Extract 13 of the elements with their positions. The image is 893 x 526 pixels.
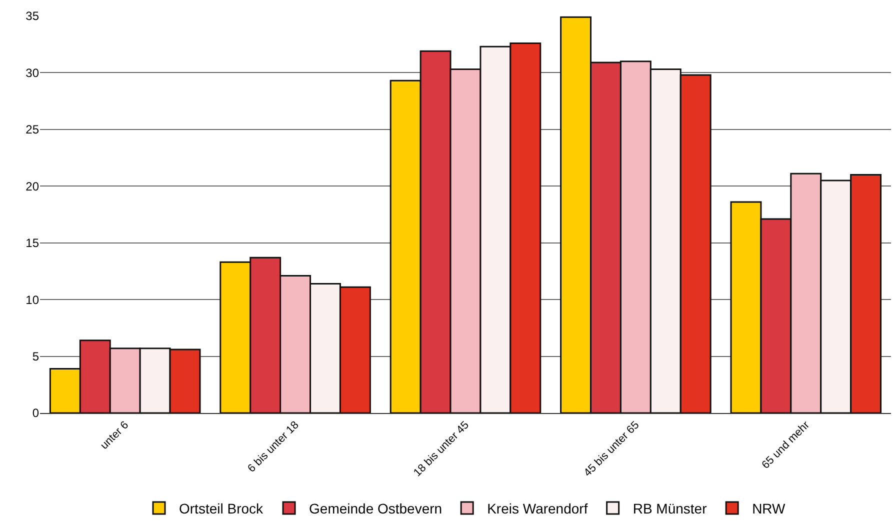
legend-label: NRW [752, 500, 786, 516]
y-tick-label: 30 [26, 66, 40, 80]
legend-label: Kreis Warendorf [487, 500, 588, 516]
y-tick-label: 0 [32, 406, 40, 420]
y-tick-label: 25 [26, 122, 40, 137]
y-tick-label: 5 [32, 349, 40, 364]
y-tick-label: 20 [26, 179, 40, 194]
legend-label: Ortsteil Brock [179, 500, 264, 516]
y-tick-label: 35 [26, 9, 40, 24]
legend-label: RB Münster [632, 500, 708, 516]
y-tick-label: 15 [26, 236, 40, 250]
y-tick-label: 10 [26, 292, 40, 307]
legend-label: Gemeinde Ostbevern [309, 500, 442, 516]
